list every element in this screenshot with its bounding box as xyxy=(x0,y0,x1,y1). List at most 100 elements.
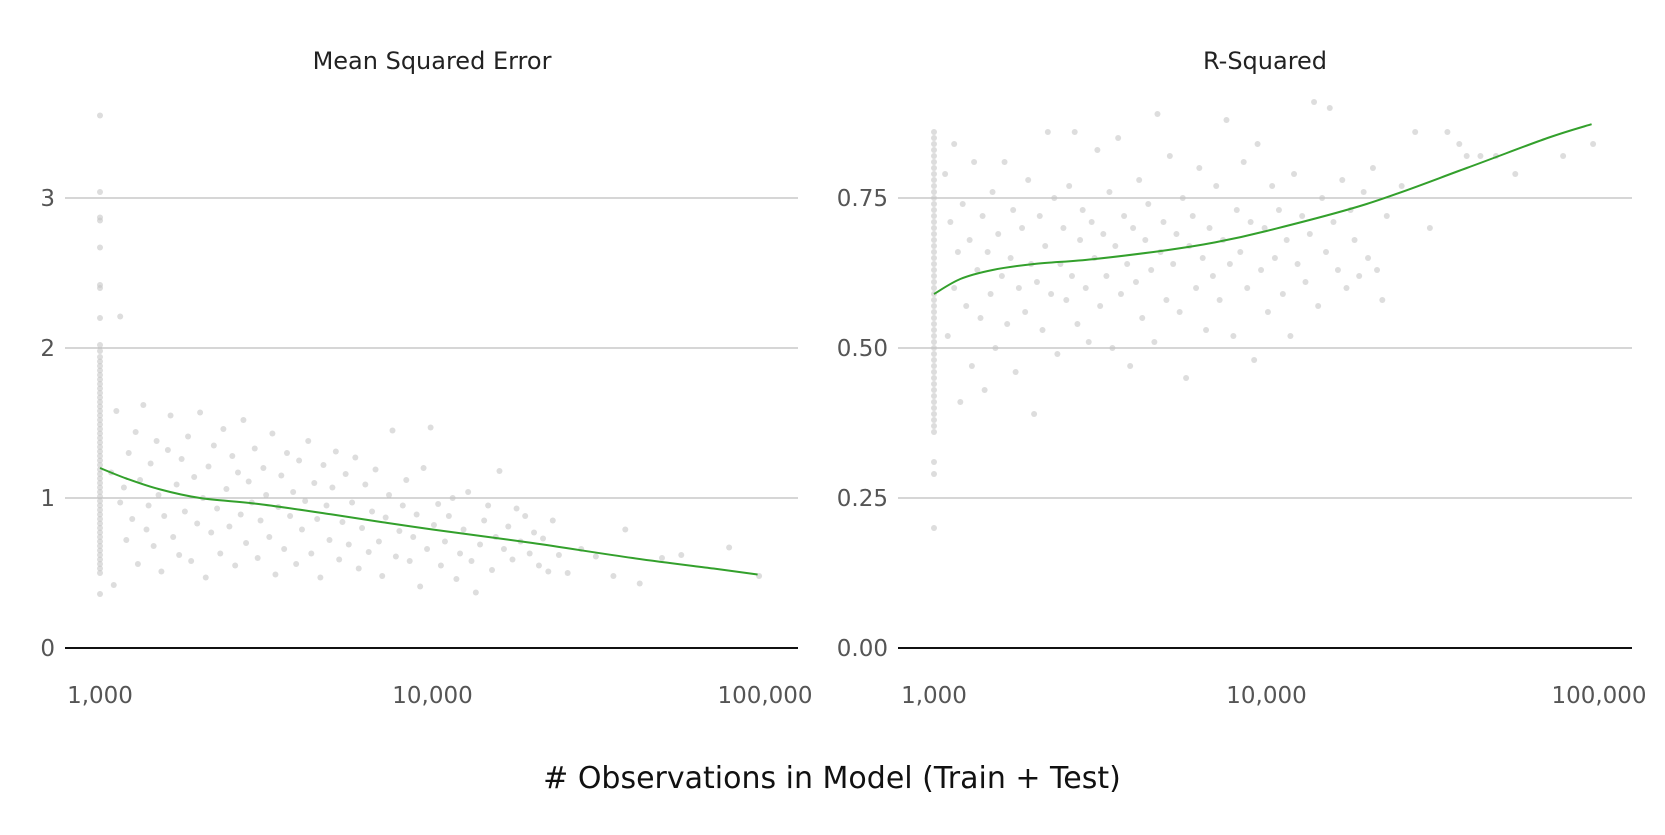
mse-point xyxy=(430,522,437,528)
mse-point xyxy=(97,412,103,419)
r-squared-point xyxy=(931,351,937,357)
mse-point xyxy=(254,555,261,561)
r-squared-point xyxy=(1071,129,1078,135)
r-squared-point xyxy=(1360,189,1367,195)
mse-point xyxy=(406,558,413,564)
r-squared-point xyxy=(998,273,1005,279)
r-squared-point xyxy=(1033,279,1040,285)
mse-point xyxy=(97,525,103,531)
mse-point xyxy=(389,427,396,434)
mse-point xyxy=(97,421,103,428)
mse-point xyxy=(97,480,103,486)
r-squared-point xyxy=(1261,225,1268,231)
mse-point xyxy=(549,517,556,524)
r-squared-point xyxy=(1216,297,1223,303)
r-squared-point xyxy=(981,387,988,393)
r-squared-point xyxy=(1019,225,1026,231)
mse-point xyxy=(97,484,103,491)
r-squared-point xyxy=(1124,261,1131,267)
mse-point xyxy=(97,561,103,567)
mse-point xyxy=(339,519,346,525)
r-squared-point xyxy=(1048,291,1055,297)
r-squared-point xyxy=(931,315,937,321)
mse-point xyxy=(185,433,192,440)
mse-point xyxy=(97,534,103,540)
mse-point xyxy=(97,417,103,423)
r-squared-point xyxy=(1271,255,1278,261)
mse-point xyxy=(97,315,103,321)
mse-point xyxy=(97,244,103,251)
r-squared-point xyxy=(1456,141,1463,147)
mse-point xyxy=(564,570,571,576)
mse-point xyxy=(296,457,303,464)
r-squared-point xyxy=(989,189,996,195)
mse-panel: Mean Squared Error 0 1 2 3 1,000 10,000 100,00… xyxy=(40,47,812,709)
r-squared-point xyxy=(1183,375,1190,381)
r-squared-point xyxy=(947,219,954,225)
r-squared-point xyxy=(1275,207,1282,213)
mse-x-tick-label: 10,000 xyxy=(392,683,472,709)
r-squared-point xyxy=(995,231,1002,237)
r-squared-point xyxy=(931,471,937,477)
r-squared-point xyxy=(931,405,937,411)
r-squared-point xyxy=(931,237,937,243)
r-squared-point xyxy=(987,291,994,297)
r-squared-point xyxy=(931,357,937,363)
mse-point xyxy=(382,514,389,521)
mse-point xyxy=(117,313,124,320)
r-squared-point xyxy=(931,129,937,135)
r-squared-point xyxy=(1094,147,1101,153)
mse-point xyxy=(756,573,763,579)
mse-point xyxy=(386,492,393,498)
r-squared-point xyxy=(1176,309,1183,315)
mse-point xyxy=(472,589,479,596)
mse-point xyxy=(522,513,529,519)
mse-point xyxy=(97,112,103,119)
r-squared-point xyxy=(931,141,937,147)
r-squared-point xyxy=(1085,339,1092,345)
mse-point xyxy=(392,553,399,560)
mse-point xyxy=(140,402,147,408)
r-squared-point xyxy=(1351,237,1358,243)
r-squared-point xyxy=(971,159,978,165)
r-squared-point xyxy=(1199,255,1206,261)
mse-point xyxy=(509,556,516,563)
mse-point xyxy=(468,558,475,564)
mse-point xyxy=(460,526,467,533)
mse-point xyxy=(97,285,103,291)
r-squared-point xyxy=(931,231,937,237)
mse-point xyxy=(147,460,154,467)
r-squared-point xyxy=(1054,351,1061,357)
mse-point xyxy=(220,426,227,432)
mse-point xyxy=(226,523,233,530)
r-squared-point xyxy=(1166,153,1173,159)
mse-point xyxy=(97,520,103,527)
r-squared-point xyxy=(1068,273,1075,279)
r-squared-point xyxy=(1291,171,1298,177)
r-squared-y-tick-label: 0.25 xyxy=(837,486,888,512)
r-squared-point xyxy=(1230,333,1237,339)
mse-point xyxy=(97,399,103,405)
mse-point xyxy=(420,465,427,471)
r-squared-point xyxy=(1004,321,1011,327)
mse-point xyxy=(485,502,492,509)
r-squared-point xyxy=(1512,171,1519,177)
mse-point xyxy=(365,549,372,555)
r-squared-point xyxy=(931,411,937,417)
r-squared-point xyxy=(931,147,937,153)
mse-point xyxy=(97,189,103,195)
r-squared-point xyxy=(931,339,937,345)
mse-point xyxy=(445,513,452,519)
mse-point xyxy=(97,376,103,383)
r-squared-point xyxy=(1426,225,1433,231)
mse-point xyxy=(97,430,103,437)
mse-point xyxy=(97,543,103,549)
mse-point xyxy=(283,450,290,456)
mse-point xyxy=(97,529,103,536)
r-squared-point xyxy=(931,393,937,399)
r-squared-point xyxy=(968,363,975,369)
r-squared-point xyxy=(1189,213,1196,219)
r-squared-point xyxy=(1339,177,1346,183)
r-squared-point xyxy=(951,141,958,147)
mse-point xyxy=(191,474,198,480)
